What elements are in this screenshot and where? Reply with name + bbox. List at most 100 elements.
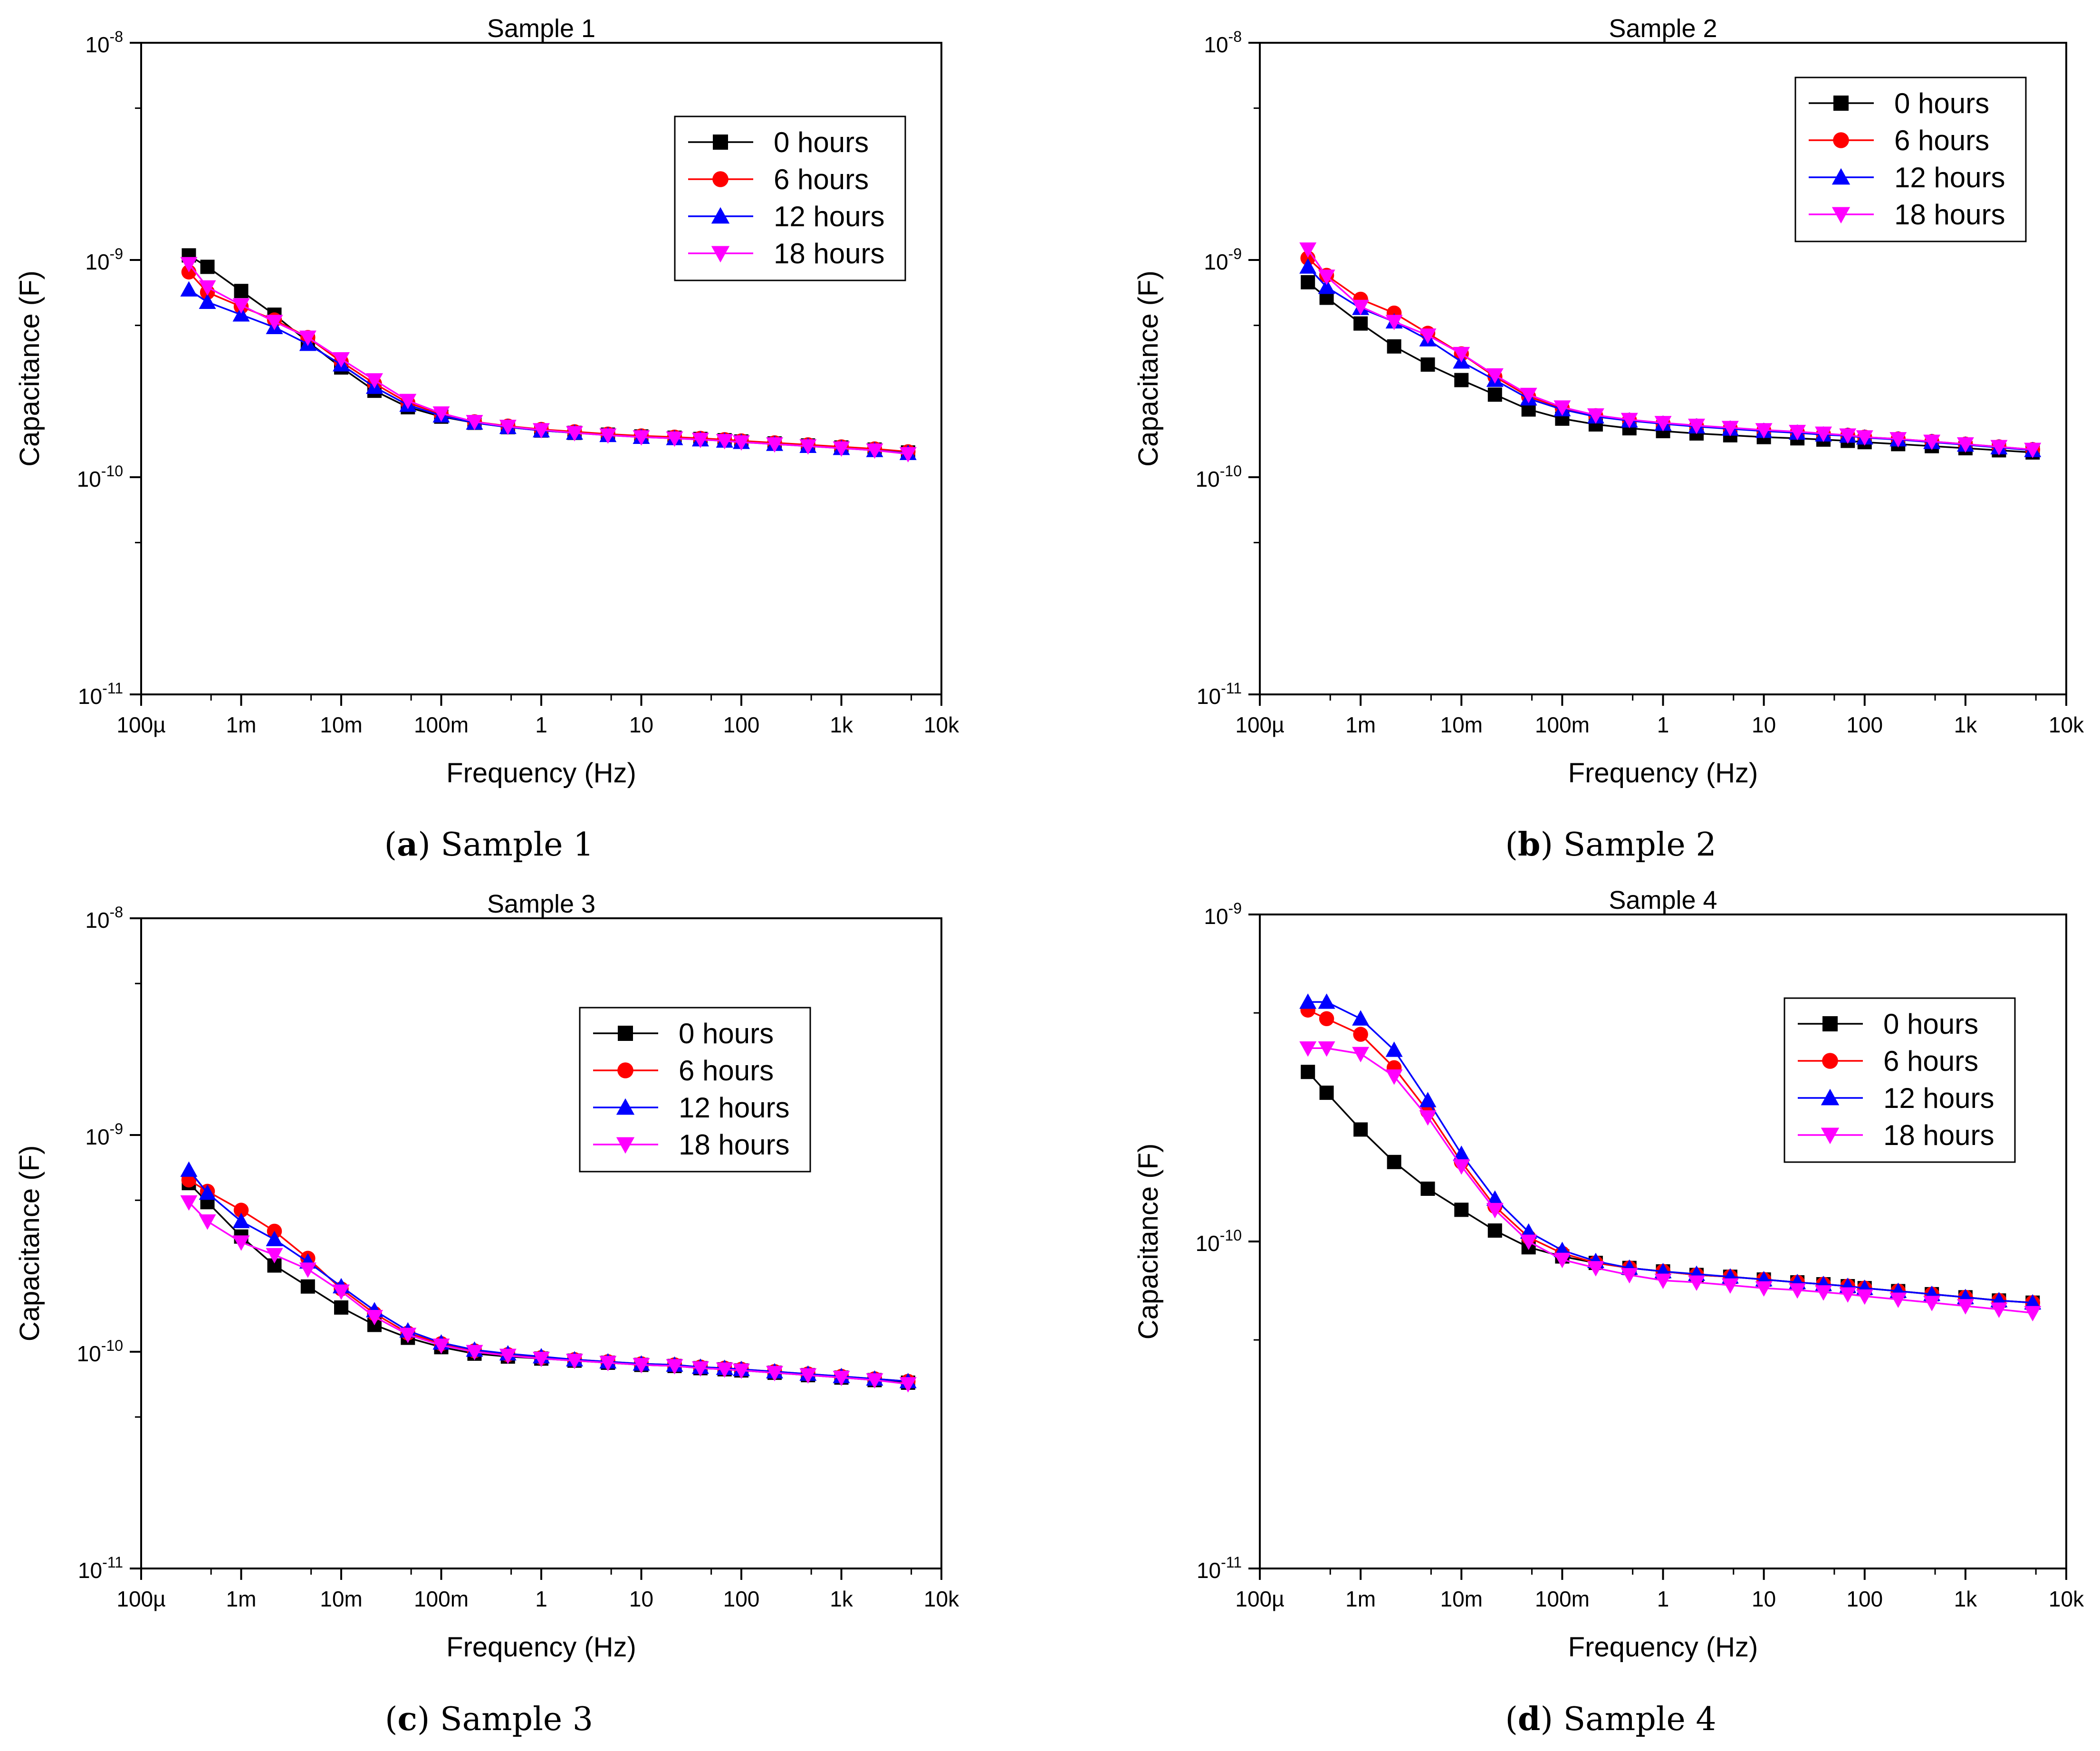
data-point [1299,258,1317,274]
legend-marker [618,1026,633,1041]
data-point [234,284,249,298]
data-point [1889,432,1907,448]
data-point [466,1345,483,1360]
data-point [1621,1268,1638,1284]
chart-1: 100µ 1m 10m 100m 1 10 100 1k 10k 10-11 10-10 10-9 10… [14,14,959,864]
legend-marker [1832,168,1851,185]
data-point [1353,1027,1368,1042]
series-6-hours [181,1172,916,1389]
series-18-hours [180,257,917,463]
data-point [533,1351,550,1367]
data-point [232,1235,250,1251]
data-point [232,306,250,322]
data-point [199,1214,216,1230]
y-tick-label: 10-11 [78,680,123,709]
legend: 0 hours 6 hours 12 hours 18 hours [1794,77,2027,242]
x-tick-label: 100m [414,1587,469,1611]
data-point [866,443,883,459]
x-tick-label: 1 [535,712,547,737]
x-tick-label: 100m [1535,1587,1590,1611]
data-point [2024,1306,2042,1322]
x-tick-label: 10m [1440,1587,1483,1611]
data-point [1486,1203,1504,1219]
data-point [666,431,683,447]
data-point [266,1231,283,1246]
data-point [466,414,483,431]
x-tick-label: 1m [226,1587,257,1611]
data-point [1353,1122,1368,1137]
y-tick-label: 10-10 [1196,1227,1242,1256]
x-tick-label: 10k [924,1587,959,1611]
data-point [365,373,383,389]
x-tick-label: 100µ [116,1587,165,1611]
legend-marker [711,246,730,263]
x-tick-label: 1m [1345,712,1376,737]
legend-marker [617,1062,633,1078]
legend-marker [712,171,729,187]
legend-label: 6 hours [1883,1045,1978,1077]
data-point [199,293,216,309]
data-point [432,406,450,422]
data-point [499,420,517,435]
data-point [566,426,583,442]
figure-caption: (b) Sample 2 [1505,826,1716,864]
legend-label: 18 hours [774,238,885,269]
data-point [1487,387,1502,402]
chart-title: Sample 1 [487,14,595,43]
legend-label: 18 hours [679,1129,790,1161]
x-tick-label: 10 [1752,1587,1776,1611]
series-18-hours [180,1195,917,1393]
data-point [1420,1181,1435,1196]
data-point [1923,1296,1941,1311]
legend: 0 hours 6 hours 12 hours 18 hours [674,115,906,281]
x-axis-label: Frequency (Hz) [446,758,636,789]
data-point [300,1279,315,1294]
series-line [1307,249,2033,451]
series-12-hours [1299,258,2042,457]
series-18-hours [1299,242,2042,458]
data-point [566,1354,583,1369]
data-point [1520,1234,1537,1250]
data-point [1990,440,2008,456]
x-tick-label: 10k [2049,1587,2084,1611]
data-point [180,281,198,297]
series-12-hours [180,281,917,460]
data-point [633,1358,650,1374]
x-tick-label: 1k [1954,712,1978,737]
x-tick-label: 1 [535,1587,547,1611]
x-tick-label: 10 [1752,712,1776,737]
y-tick-label: 10-9 [1204,245,1242,274]
x-tick-label: 100 [723,1587,760,1611]
data-point [1352,299,1370,316]
data-point [180,257,198,273]
data-point [833,1370,850,1386]
data-point [1654,1273,1672,1289]
data-point [1454,373,1469,387]
y-tick-label: 10-8 [85,28,123,57]
data-point [1654,416,1672,432]
data-point [866,1373,883,1389]
data-point [1755,423,1773,439]
data-point [266,315,283,330]
y-axis-label: Capacitance (F) [1133,270,1164,467]
data-point [1385,1041,1403,1057]
data-point [1487,1223,1502,1238]
data-point [1453,346,1470,363]
data-point [1688,1275,1706,1291]
legend-marker [1821,1088,1840,1106]
chart-4: 100µ 1m 10m 100m 1 10 100 1k 10k 10-11 10-10 10-9 Sa… [1133,886,2084,1738]
data-point [716,434,733,450]
legend-marker [711,207,730,224]
data-point [1990,1302,2008,1318]
legend-marker [1822,1016,1838,1031]
y-tick-label: 10-9 [85,245,123,274]
data-point [799,1368,817,1384]
legend-marker [616,1098,635,1115]
data-point [1319,1086,1334,1100]
series-line [1308,1001,2033,1304]
x-axis-label: Frequency (Hz) [1568,758,1758,789]
data-point [691,433,709,448]
legend-marker [1833,96,1849,111]
data-point [1299,1041,1317,1057]
plot-area [140,917,942,1569]
